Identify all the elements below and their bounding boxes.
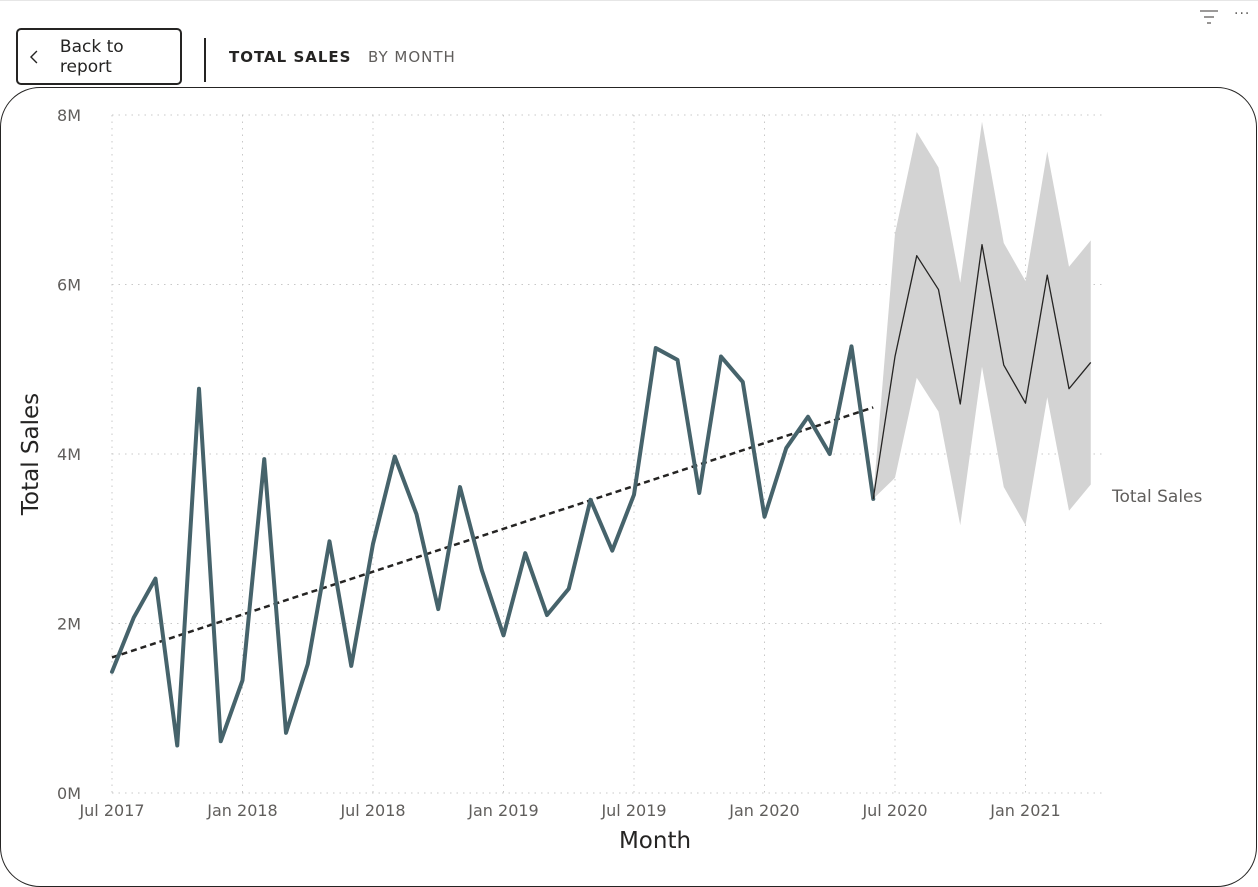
- y-tick-label: 0M: [57, 784, 81, 803]
- y-tick-label: 8M: [57, 106, 81, 125]
- forecast-band: [873, 121, 1091, 526]
- x-tick-label: Jul 2019: [600, 801, 666, 820]
- x-tick-label: Jul 2020: [861, 801, 927, 820]
- y-axis-title: Total Sales: [18, 393, 44, 516]
- filter-icon[interactable]: [1198, 7, 1220, 27]
- x-axis-ticks: Jul 2017 Jan 2018 Jul 2018 Jan 2019 Jul 2019…: [78, 801, 1060, 820]
- x-tick-label: Jan 2021: [989, 801, 1060, 820]
- y-axis-ticks: 0M 2M 4M 6M 8M: [57, 106, 81, 803]
- y-tick-label: 4M: [57, 445, 81, 464]
- forecast-line: [872, 244, 1092, 500]
- x-axis-title: Month: [619, 828, 691, 854]
- top-border: [0, 0, 1258, 1]
- visual-header-icons: ···: [1188, 4, 1258, 28]
- breadcrumb-total-sales: TOTAL SALES: [229, 48, 352, 66]
- x-tick-label: Jan 2020: [728, 801, 799, 820]
- actual-series: [110, 344, 876, 748]
- breadcrumb-by-month: BY MONTH: [368, 48, 456, 66]
- back-to-report-button[interactable]: Back to report: [16, 28, 182, 85]
- x-tick-label: Jul 2018: [339, 801, 405, 820]
- x-tick-label: Jan 2019: [467, 801, 538, 820]
- y-tick-label: 6M: [57, 276, 81, 295]
- x-tick-label: Jan 2018: [206, 801, 277, 820]
- trend-line-path: [111, 406, 874, 659]
- back-to-report-label: Back to report: [59, 36, 124, 77]
- x-tick-label: Jul 2017: [78, 801, 144, 820]
- more-options-icon[interactable]: ···: [1234, 6, 1251, 22]
- total-sales-line: [110, 344, 876, 748]
- header-separator: [204, 38, 206, 82]
- forecast-series: [872, 244, 1092, 500]
- y-tick-label: 2M: [57, 615, 81, 634]
- trend-line: [111, 406, 874, 659]
- forecast-confidence-band: [873, 121, 1091, 526]
- legend-total-sales: Total Sales: [1111, 487, 1202, 507]
- chevron-left-icon: [29, 50, 38, 63]
